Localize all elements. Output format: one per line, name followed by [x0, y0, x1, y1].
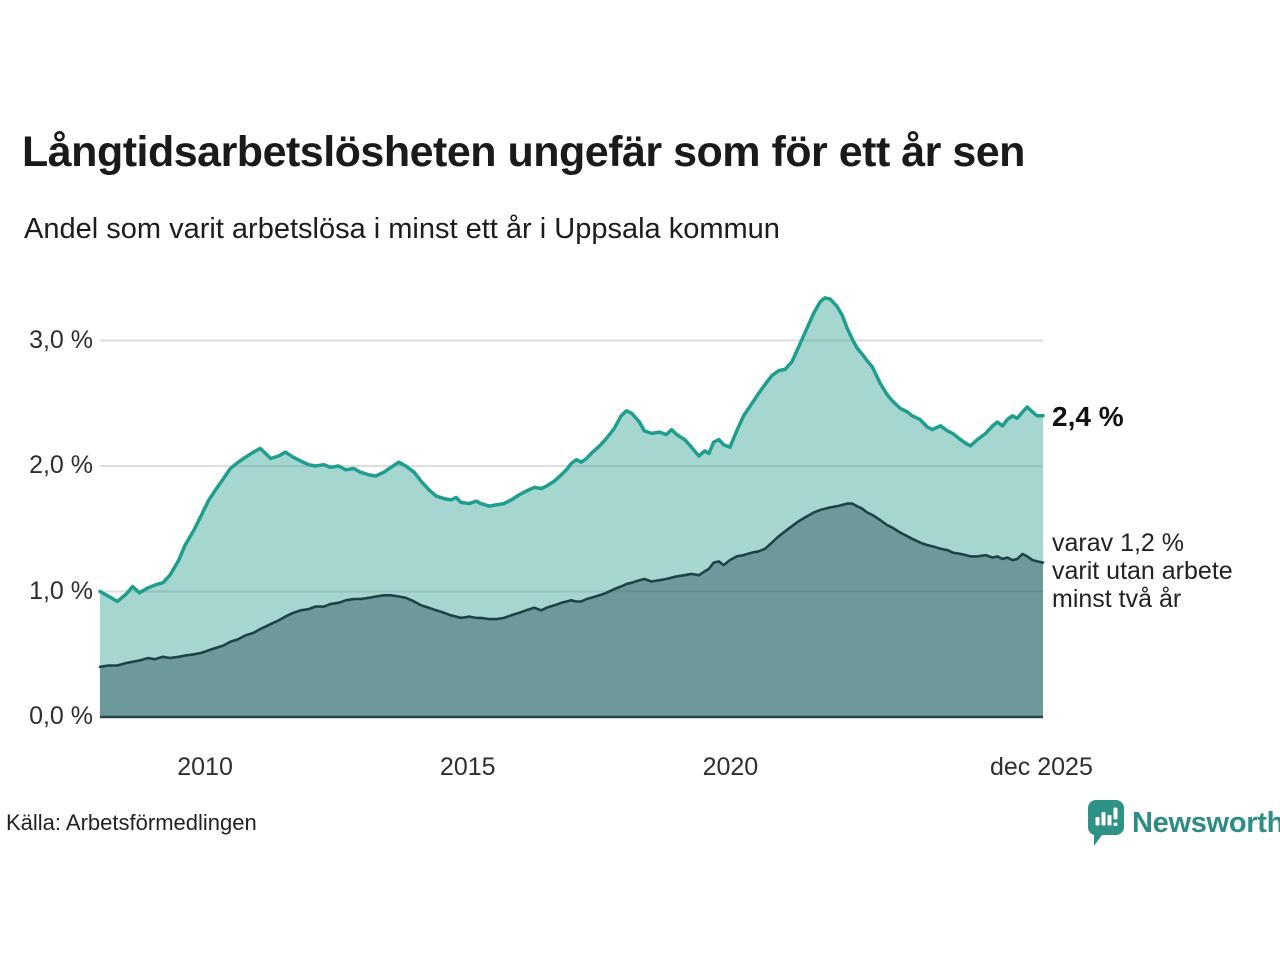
- newsworthy-wordmark: Newsworthy: [1132, 807, 1280, 839]
- y-tick-label: 0,0 %: [29, 702, 93, 730]
- x-tick-label: dec 2025: [989, 753, 1093, 781]
- chart-title: Långtidsarbetslösheten ungefär som för e…: [22, 128, 1025, 176]
- chart-subtitle: Andel som varit arbetslösa i minst ett å…: [24, 213, 780, 245]
- source-credit: Källa: Arbetsförmedlingen: [6, 810, 257, 835]
- newsworthy-logo-icon: [1088, 800, 1124, 846]
- annotation-two-year-note: varav 1,2 % varit utan arbete minst två …: [1052, 528, 1233, 613]
- x-tick-label: 2020: [702, 753, 759, 781]
- two-year-line: [98, 502, 1045, 669]
- newsworthy-logo: Newsworthy: [1088, 800, 1280, 850]
- x-tick-label: 2015: [439, 753, 496, 781]
- y-tick-label: 3,0 %: [29, 325, 93, 354]
- x-tick-label: 2010: [177, 753, 233, 781]
- total-line: [98, 296, 1045, 604]
- y-tick-label: 1,0 %: [29, 576, 93, 605]
- annotation-latest-total: 2,4 %: [1052, 400, 1124, 432]
- two-year-area: [100, 503, 1043, 717]
- total-area: [100, 297, 1043, 717]
- y-tick-label: 2,0 %: [29, 451, 93, 479]
